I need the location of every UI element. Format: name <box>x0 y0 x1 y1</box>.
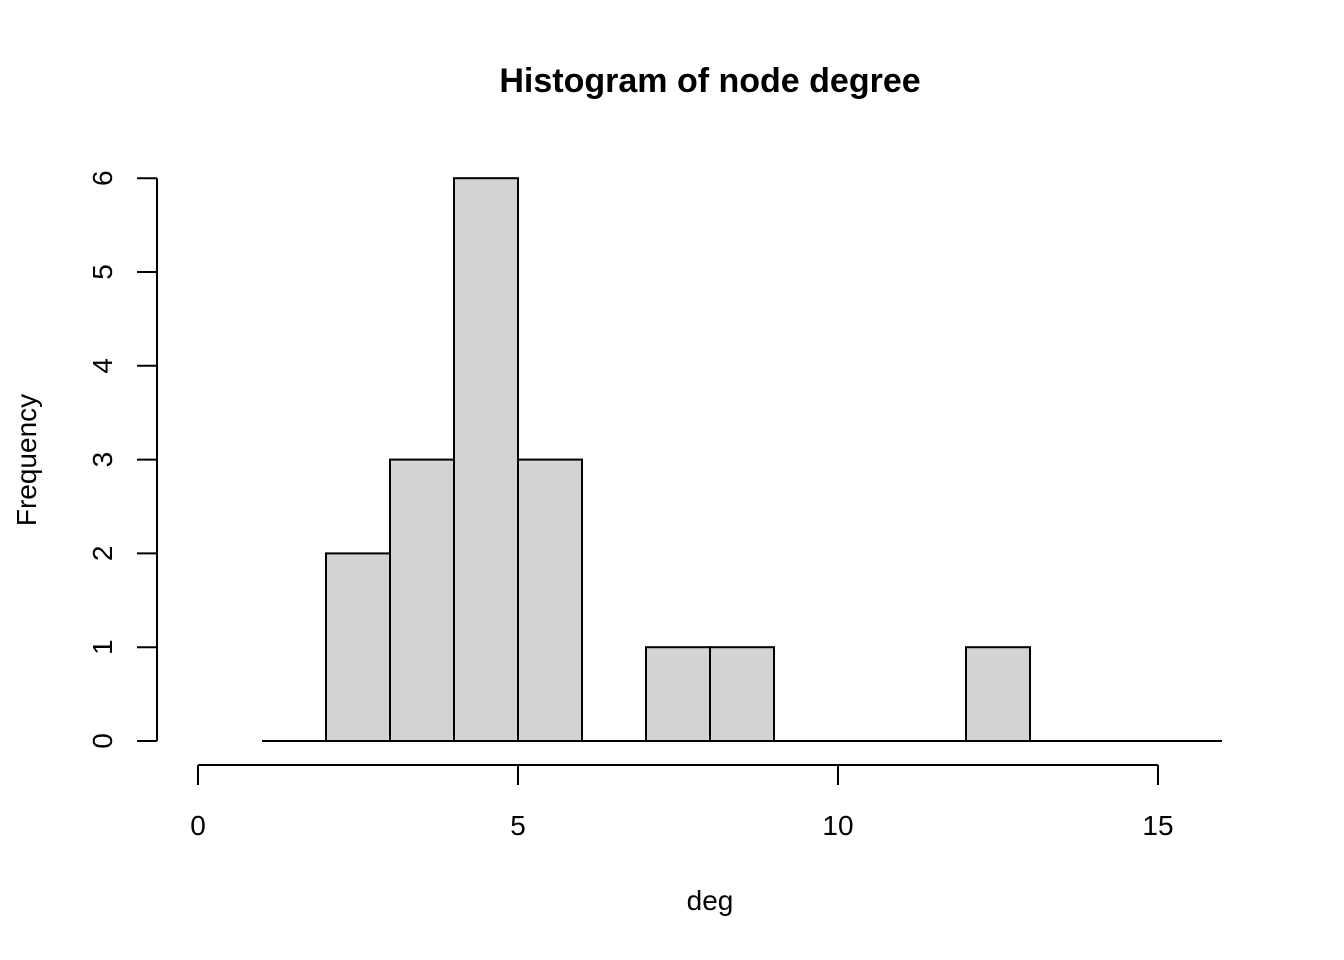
y-tick-label: 5 <box>87 264 118 280</box>
y-tick-label: 4 <box>87 358 118 374</box>
x-axis-label: deg <box>687 885 734 916</box>
y-tick-label: 3 <box>87 452 118 468</box>
histogram-bar <box>517 458 583 742</box>
y-tick-label: 0 <box>87 733 118 749</box>
bars-group <box>262 177 1222 743</box>
x-tick-label: 10 <box>822 810 853 841</box>
y-axis: 0 1 2 3 4 5 6 <box>87 170 158 749</box>
histogram-bar <box>453 177 519 742</box>
histogram-bar <box>709 646 775 743</box>
chart-title: Histogram of node degree <box>499 62 920 100</box>
histogram-bar <box>389 458 455 742</box>
y-tick-label: 1 <box>87 639 118 655</box>
x-tick-label: 15 <box>1142 810 1173 841</box>
y-tick-label: 2 <box>87 546 118 562</box>
histogram-bar <box>965 646 1031 743</box>
x-axis: 0 5 10 15 <box>190 764 1174 841</box>
y-axis-label: Frequency <box>11 394 42 526</box>
x-tick-label: 5 <box>510 810 526 841</box>
y-tick-label: 6 <box>87 170 118 186</box>
histogram-bar <box>645 646 711 743</box>
x-tick-label: 0 <box>190 810 206 841</box>
histogram-bar <box>325 552 391 743</box>
